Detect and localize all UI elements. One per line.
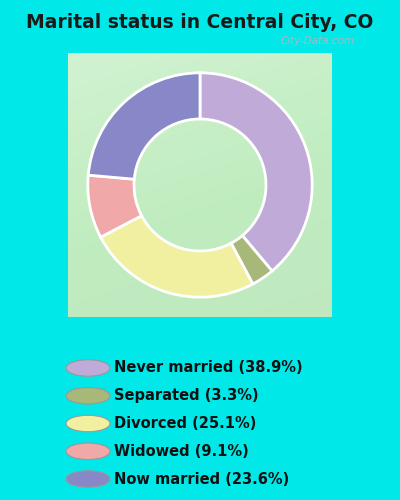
Text: City-Data.com: City-Data.com [281, 36, 355, 46]
Circle shape [66, 415, 110, 432]
Circle shape [66, 443, 110, 460]
Text: Divorced (25.1%): Divorced (25.1%) [114, 416, 256, 431]
Text: Separated (3.3%): Separated (3.3%) [114, 388, 259, 403]
Wedge shape [88, 73, 200, 179]
Circle shape [66, 360, 110, 376]
Wedge shape [200, 73, 312, 271]
Text: Widowed (9.1%): Widowed (9.1%) [114, 444, 249, 459]
Circle shape [66, 471, 110, 487]
Wedge shape [101, 216, 253, 297]
Text: Now married (23.6%): Now married (23.6%) [114, 472, 289, 486]
Text: Marital status in Central City, CO: Marital status in Central City, CO [26, 12, 374, 32]
Wedge shape [231, 236, 272, 284]
Text: Never married (38.9%): Never married (38.9%) [114, 360, 303, 376]
Circle shape [66, 388, 110, 404]
Wedge shape [88, 175, 142, 237]
